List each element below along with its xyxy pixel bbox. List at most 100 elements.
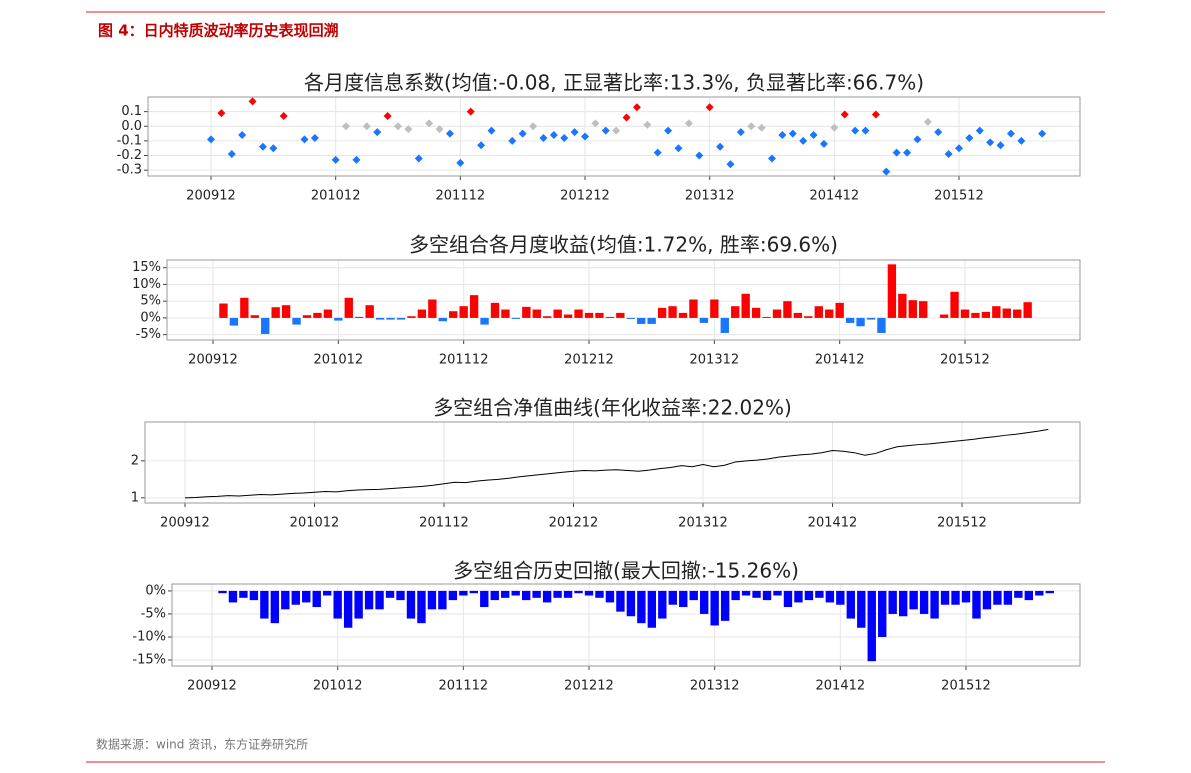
bar — [940, 590, 950, 605]
bar — [281, 305, 291, 318]
ic-point — [373, 128, 382, 137]
y-tick-label: -5% — [136, 327, 161, 342]
bar — [522, 306, 531, 318]
bar — [930, 590, 939, 619]
x-tick-label: 201112 — [436, 189, 486, 204]
bar — [427, 590, 437, 610]
bar — [700, 590, 709, 614]
bar — [878, 590, 887, 637]
y-tick-label: 2 — [131, 453, 139, 468]
bar — [469, 295, 479, 318]
bar — [261, 317, 270, 334]
ic-point — [466, 107, 475, 116]
bar — [981, 311, 991, 318]
bar — [355, 316, 364, 318]
ic-point — [955, 144, 963, 153]
ic-point — [830, 123, 839, 132]
bar — [449, 311, 458, 318]
ic-point — [819, 139, 828, 148]
bar — [993, 590, 1002, 605]
bar — [626, 317, 635, 319]
ic-point — [238, 131, 247, 140]
bar — [344, 297, 353, 318]
x-tick-label: 201212 — [564, 679, 614, 694]
ic-point — [435, 125, 444, 134]
ic-point — [861, 126, 870, 135]
x-tick-label: 201212 — [549, 516, 599, 531]
ic-point — [965, 133, 974, 142]
bar — [626, 590, 636, 617]
ic-point — [300, 135, 309, 144]
bar — [302, 590, 311, 603]
x-tick-label: 200912 — [160, 516, 210, 531]
ic-point — [248, 97, 257, 106]
ic-point — [404, 125, 413, 134]
bar — [647, 317, 656, 324]
ic-point — [394, 122, 402, 131]
bar — [1013, 309, 1022, 318]
figure-title: 图 4：日内特质波动率历史表现回溯 — [98, 22, 339, 40]
plot-border — [144, 421, 1081, 504]
bar — [291, 590, 300, 605]
bar — [553, 309, 562, 318]
ic-point — [477, 141, 486, 150]
bar — [542, 590, 552, 603]
ic-point — [747, 122, 756, 131]
y-tick-label: -15% — [132, 653, 166, 668]
bar — [961, 590, 971, 603]
bar — [260, 590, 269, 619]
x-tick-label: 201512 — [934, 189, 984, 204]
bar — [1035, 590, 1044, 596]
bar — [731, 590, 740, 601]
x-tick-label: 201012 — [290, 516, 340, 531]
y-tick-label: -0.3 — [117, 163, 142, 178]
bar — [731, 306, 740, 318]
x-tick-label: 201112 — [419, 516, 469, 531]
bar — [657, 307, 667, 318]
ic-point — [269, 144, 278, 153]
ic-point — [383, 112, 392, 121]
plot-background — [148, 97, 1080, 176]
bar — [720, 317, 729, 333]
ic-point — [1017, 136, 1026, 145]
bar — [459, 590, 468, 596]
ic-point — [768, 154, 776, 163]
ic-point — [529, 122, 538, 131]
bar — [511, 590, 520, 596]
x-tick-label: 201512 — [941, 679, 991, 694]
ic-point — [601, 126, 610, 135]
bar — [793, 312, 803, 318]
ic-point — [923, 117, 932, 126]
bar — [584, 312, 594, 318]
bar — [751, 307, 761, 318]
bar — [1045, 590, 1054, 594]
bar — [375, 317, 385, 320]
y-tick-label: 15% — [132, 260, 161, 275]
bar — [857, 590, 866, 628]
bar — [1014, 590, 1023, 598]
bar — [281, 590, 290, 610]
bar — [574, 309, 583, 318]
ic-point — [653, 148, 662, 157]
y-tick-label: -5% — [141, 606, 166, 621]
bar — [521, 590, 531, 601]
x-tick-label: 201412 — [815, 353, 865, 368]
ic-point — [414, 154, 423, 163]
ic-point — [581, 132, 589, 141]
ic-point — [342, 122, 351, 131]
ic-point — [362, 122, 371, 131]
ic-point — [996, 141, 1005, 150]
bar — [1024, 590, 1034, 601]
bar — [668, 590, 677, 605]
x-tick-label: 201512 — [940, 353, 990, 368]
bar — [438, 317, 447, 322]
bar — [992, 306, 1001, 318]
bar — [616, 590, 625, 612]
bar — [480, 590, 489, 608]
ic-point — [664, 126, 673, 135]
plot-border — [171, 583, 1081, 667]
bar — [637, 590, 646, 624]
bar — [406, 590, 416, 619]
bar — [699, 317, 709, 323]
ic-point — [913, 135, 922, 144]
